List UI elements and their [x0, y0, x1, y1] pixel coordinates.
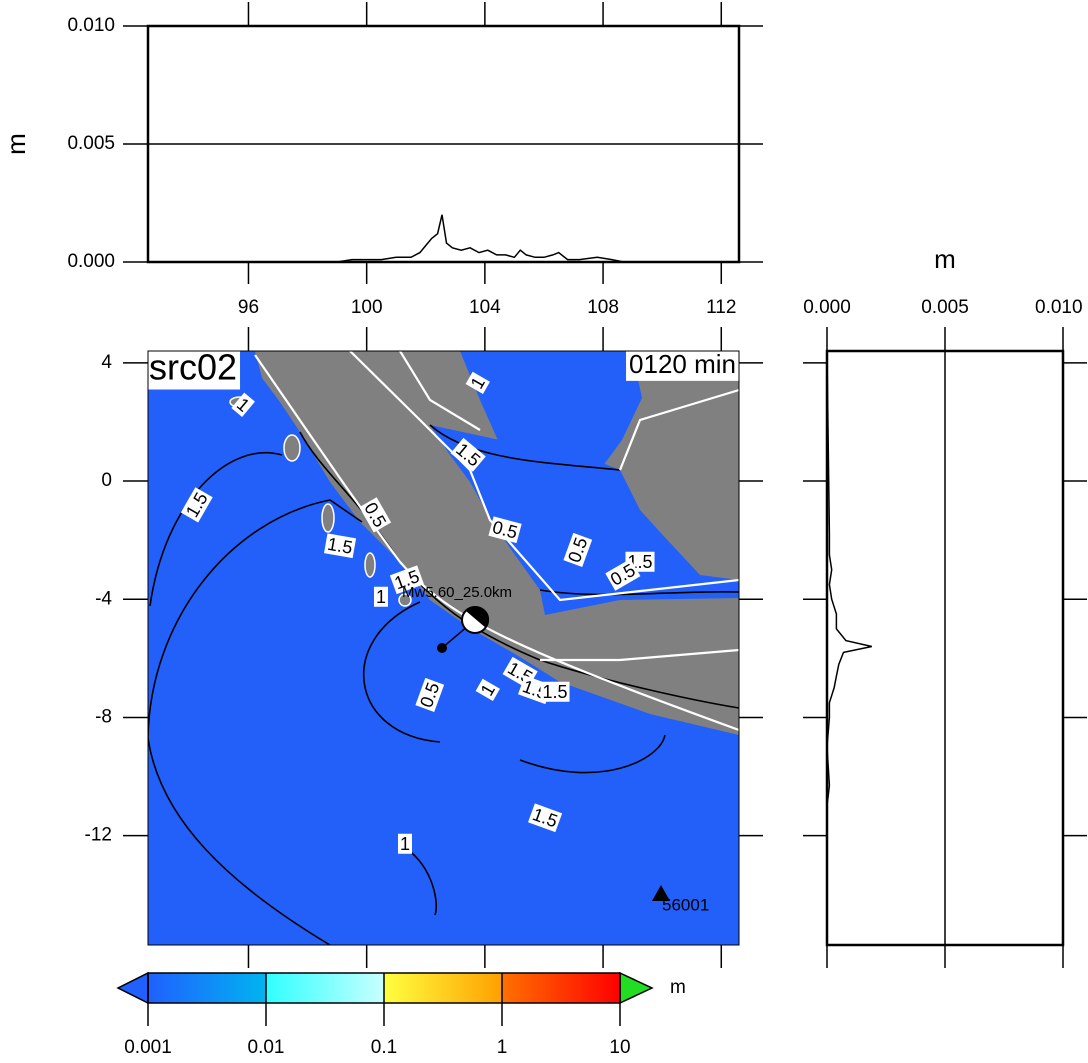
y-tick-label: 0.010: [67, 15, 115, 36]
colorbar-tick-label: 0.01: [248, 1037, 285, 1058]
sea-patch: [460, 351, 642, 470]
over-arrow: [619, 971, 654, 1005]
under-arrow: [116, 971, 149, 1005]
station: [652, 885, 670, 901]
contour-label-bg: [465, 371, 490, 394]
contour-label-bg: [359, 497, 392, 533]
colorbar-segment: [384, 973, 502, 1003]
x-tick-label: 0.000: [803, 297, 851, 318]
contour-label-bg: [540, 681, 570, 702]
source-label: Mw5.60_25.0km: [402, 584, 512, 601]
contour-label-bg: [563, 532, 593, 567]
station-label: 56001: [662, 895, 709, 914]
x-tick-label: 0.005: [921, 297, 969, 318]
map-title: src02: [149, 347, 237, 388]
contour-label-group: 1: [475, 678, 500, 701]
plot-frame: [825, 349, 1065, 947]
epicenter: [437, 643, 447, 653]
border-line: [399, 351, 739, 662]
contour-label-group: 0.5: [488, 516, 522, 544]
colorbar-segment: [148, 973, 266, 1003]
contour-label-bg: [231, 392, 255, 417]
contour-label-group: 1: [373, 586, 389, 607]
contour-label-bg: [389, 565, 424, 595]
x-tick-label: 100: [351, 297, 383, 318]
border-line: [349, 351, 739, 602]
contour-label-bg: [397, 833, 413, 854]
contour-label-group: 1.5: [324, 533, 357, 559]
contour-label-bg: [605, 558, 641, 591]
contour-label-bg: [528, 803, 563, 833]
contour-label-bg: [324, 533, 357, 559]
contour-label: 1: [400, 834, 410, 854]
profile-line: [148, 214, 739, 263]
x-axis-label: m: [934, 244, 956, 274]
contour-label-bg: [180, 487, 213, 523]
contour-label: 1: [376, 587, 386, 607]
contour-label-group: 1.5: [540, 681, 570, 702]
beachball-quadrant: [466, 606, 490, 628]
island: [364, 552, 376, 578]
land: [255, 351, 739, 735]
island: [283, 434, 301, 462]
colorbar-tick-label: 10: [609, 1037, 630, 1058]
x-tick-label: 112: [706, 297, 736, 318]
contour-label-bg: [415, 677, 445, 712]
contour-label-group: 1: [397, 833, 413, 854]
colorbar-tick-label: 1: [497, 1037, 508, 1058]
y-tick-label: 0: [101, 470, 112, 491]
y-tick-label: 0.000: [67, 251, 115, 272]
contour-line: [363, 601, 441, 743]
y-tick-label: -12: [85, 825, 112, 846]
profile-line: [826, 350, 872, 945]
y-tick-label: 0.005: [67, 133, 115, 154]
x-tick-label: 96: [238, 297, 259, 318]
y-axis-label: m: [1, 133, 31, 155]
colorbar-segment: [266, 973, 384, 1003]
contour-line: [429, 424, 739, 596]
time-label: 0120 min: [629, 349, 736, 379]
contour-label-bg: [475, 678, 500, 701]
colorbar-tick-label: 0.1: [371, 1037, 397, 1058]
plot-frame: [146, 24, 741, 264]
contour-line: [149, 452, 283, 607]
y-tick-label: -8: [95, 706, 112, 727]
y-tick-label: -4: [95, 588, 112, 609]
island: [321, 503, 335, 533]
x-tick-label: 104: [469, 297, 501, 318]
colorbar-tick-label: 0.001: [124, 1037, 172, 1058]
contour-label: 1.5: [542, 682, 567, 702]
island: [398, 593, 412, 607]
contour-line: [148, 737, 331, 945]
contour-label-group: 1: [465, 371, 490, 394]
contour-line: [148, 499, 363, 739]
map-title-bg: [146, 351, 241, 390]
time-label-bg: [626, 351, 739, 381]
sea-patch: [430, 425, 739, 615]
contour-label-bg: [373, 586, 389, 607]
colorbar-segment: [502, 973, 620, 1003]
x-tick-label: 0.010: [1035, 297, 1083, 318]
y-tick-label: 4: [101, 352, 112, 373]
x-tick-label: 108: [587, 297, 619, 318]
colorbar-label: m: [670, 977, 686, 998]
map-frame: [147, 350, 740, 946]
contour-label-bg: [488, 516, 522, 544]
contour-label: 1.5: [326, 534, 354, 558]
contour-label-bg: [450, 437, 486, 472]
